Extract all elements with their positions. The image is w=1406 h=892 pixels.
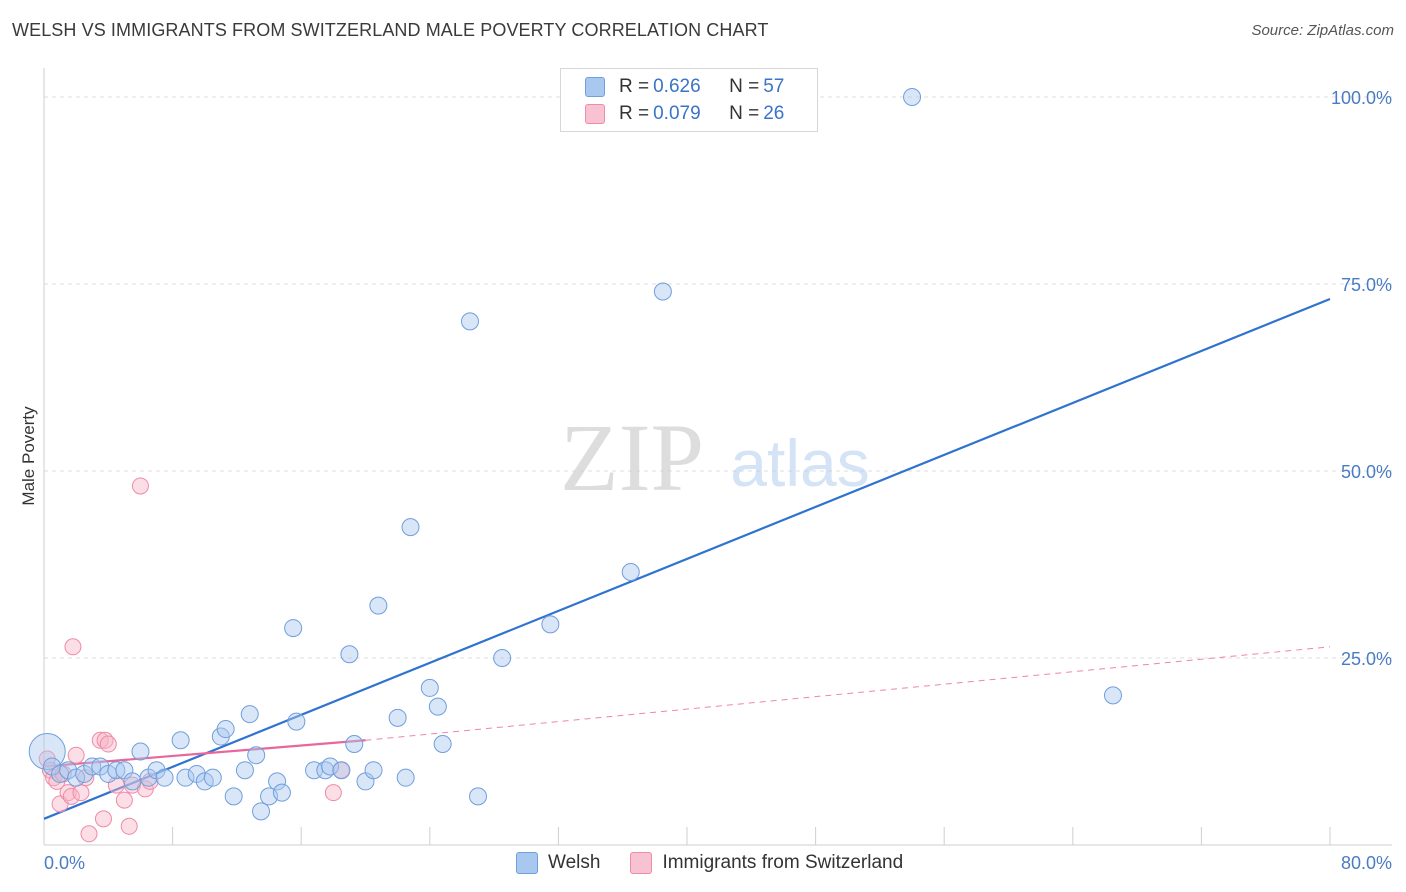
point-welsh	[428, 697, 447, 716]
legend-r-value: 0.626	[653, 76, 701, 97]
legend-item-welsh: Welsh	[516, 852, 600, 874]
point-welsh	[284, 619, 303, 638]
point-welsh	[388, 708, 407, 727]
point-welsh	[176, 768, 195, 787]
point-welsh	[203, 768, 222, 787]
legend-item-swiss: Immigrants from Switzerland	[630, 852, 903, 874]
source-label: Source: ZipAtlas.com	[1251, 22, 1394, 39]
stats-legend: R = 0.626 N = 57 R = 0.079 N = 26	[560, 68, 818, 132]
legend-r-label: R =	[619, 76, 650, 97]
legend-swatch-swiss	[585, 104, 605, 124]
legend-r-label: R =	[619, 103, 650, 124]
data-points	[28, 88, 1122, 843]
point-welsh	[216, 720, 235, 739]
point-welsh	[420, 678, 439, 697]
point-welsh	[240, 705, 259, 724]
series-legend: Welsh Immigrants from Switzerland	[516, 852, 933, 874]
y-tick-label: 50.0%	[1341, 462, 1392, 482]
legend-label-swiss: Immigrants from Switzerland	[662, 852, 904, 873]
point-welsh	[460, 312, 479, 331]
y-tick-label: 25.0%	[1341, 649, 1392, 669]
point-welsh	[287, 712, 306, 731]
point-welsh	[340, 645, 359, 664]
legend-swatch-welsh	[585, 77, 605, 97]
point-swiss	[80, 825, 98, 843]
watermark-zip: ZIP	[560, 404, 704, 511]
trend-lines	[43, 297, 1331, 820]
point-welsh	[332, 761, 351, 780]
legend-n-label: N =	[729, 76, 760, 97]
point-welsh	[28, 733, 66, 770]
watermark: ZIP atlas	[560, 404, 870, 511]
grid-lines	[44, 96, 1392, 659]
trend-line-welsh	[43, 297, 1331, 820]
point-welsh	[321, 757, 340, 776]
point-welsh	[345, 735, 364, 754]
y-tick-label: 75.0%	[1341, 275, 1392, 295]
point-welsh	[469, 787, 488, 806]
point-welsh	[369, 596, 388, 615]
point-welsh	[396, 768, 415, 787]
legend-swatch-welsh	[516, 852, 538, 874]
tick-labels: 25.0% 50.0% 75.0% 100.0% 0.0% 80.0%	[44, 88, 1392, 873]
point-welsh	[171, 731, 190, 750]
point-swiss	[62, 787, 80, 805]
point-welsh	[268, 772, 287, 791]
x-tick-label: 80.0%	[1341, 853, 1392, 873]
point-welsh	[433, 735, 452, 754]
legend-n-label: N =	[729, 103, 760, 124]
point-welsh	[272, 783, 291, 802]
point-welsh	[155, 768, 174, 787]
point-swiss	[91, 731, 109, 749]
chart-title: WELSH VS IMMIGRANTS FROM SWITZERLAND MAL…	[12, 20, 769, 40]
point-welsh	[653, 282, 672, 301]
point-welsh	[401, 518, 420, 537]
legend-row-swiss: R = 0.079 N = 26	[585, 102, 784, 126]
point-welsh	[235, 761, 254, 780]
point-swiss	[64, 638, 82, 656]
point-welsh	[252, 802, 271, 821]
y-tick-label: 100.0%	[1331, 88, 1392, 108]
point-welsh	[123, 772, 142, 791]
point-swiss	[120, 817, 138, 835]
legend-n-value: 26	[763, 103, 785, 124]
point-swiss	[94, 810, 112, 828]
y-axis-label: Male Poverty	[19, 406, 38, 506]
legend-n-value: 57	[763, 76, 785, 97]
point-welsh	[131, 742, 150, 761]
point-swiss	[99, 735, 117, 753]
legend-row-welsh: R = 0.626 N = 57	[585, 75, 784, 99]
point-welsh	[1103, 686, 1122, 705]
point-welsh	[621, 562, 640, 581]
point-welsh	[541, 615, 560, 634]
point-welsh	[247, 746, 266, 765]
legend-r-value: 0.079	[653, 103, 701, 124]
point-swiss	[67, 746, 85, 764]
legend-swatch-swiss	[630, 852, 653, 874]
x-tick-label: 0.0%	[44, 853, 85, 873]
point-swiss	[115, 791, 133, 809]
trend-line-swiss-extended	[365, 646, 1331, 741]
point-swiss	[131, 477, 149, 495]
axes	[43, 68, 1392, 846]
point-welsh	[364, 761, 383, 780]
point-swiss	[72, 784, 90, 802]
point-welsh	[903, 88, 922, 106]
watermark-atlas: atlas	[730, 426, 869, 500]
point-swiss	[324, 784, 342, 802]
trend-line-swiss	[43, 739, 366, 768]
point-welsh	[224, 787, 243, 806]
legend-label-welsh: Welsh	[548, 852, 601, 873]
point-welsh	[493, 649, 512, 667]
